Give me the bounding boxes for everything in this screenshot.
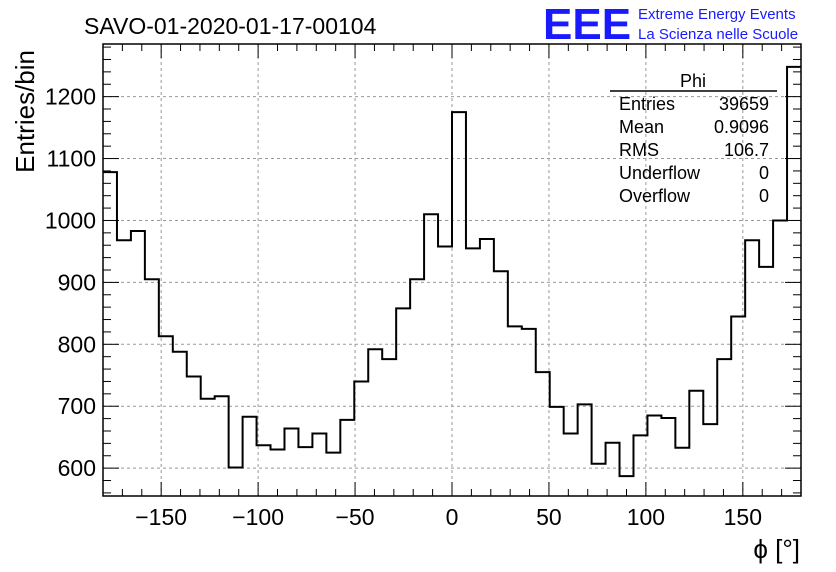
- stats-row-rms: RMS 106.7: [619, 140, 769, 160]
- y-axis-label: Entries/bin: [10, 50, 40, 173]
- x-tick-label: 50: [536, 504, 562, 530]
- stats-row-overflow: Overflow 0: [619, 186, 769, 206]
- x-tick-label: −50: [336, 504, 375, 530]
- stats-row-label: Entries: [619, 94, 675, 114]
- stats-row-underflow: Underflow 0: [619, 163, 769, 183]
- stats-row-mean: Mean 0.9096: [619, 117, 769, 137]
- x-tick-label: 0: [446, 504, 459, 530]
- y-tick-label: 1100: [47, 146, 96, 172]
- histogram-outline: [103, 65, 801, 478]
- eee-logo-mark: EEE: [543, 0, 631, 49]
- x-tick-label: 100: [627, 504, 665, 530]
- stats-row-label: RMS: [619, 140, 659, 160]
- stats-row-label: Mean: [619, 117, 664, 137]
- eee-logo-line2: La Scienza nelle Scuole: [638, 26, 798, 43]
- stats-box: Phi Entries 39659 Mean 0.9096 RMS 106.7 …: [610, 71, 777, 206]
- y-tick-label: 700: [58, 393, 96, 419]
- y-tick-label: 1200: [45, 84, 96, 110]
- stats-row-value: 106.7: [724, 140, 769, 160]
- y-tick-label: 900: [58, 269, 96, 295]
- x-tick-labels: −150 −100 −50 0 50 100 150: [135, 504, 762, 530]
- stats-box-title: Phi: [680, 71, 706, 91]
- x-tick-label: −150: [135, 504, 187, 530]
- x-axis-label: ϕ [°]: [753, 534, 800, 564]
- y-tick-label: 800: [58, 331, 96, 357]
- x-tick-label: −100: [232, 504, 284, 530]
- y-tick-label: 1000: [45, 207, 96, 233]
- chart-title: SAVO-01-2020-01-17-00104: [84, 13, 377, 39]
- axis-ticks: [103, 44, 801, 496]
- stats-row-value: 0: [759, 163, 769, 183]
- eee-logo-line1: Extreme Energy Events: [638, 6, 796, 23]
- y-tick-labels: 600 700 800 900 1000 1100 1200: [45, 84, 96, 482]
- y-tick-label: 600: [58, 455, 96, 481]
- stats-row-value: 0: [759, 186, 769, 206]
- stats-row-entries: Entries 39659: [619, 94, 769, 114]
- stats-row-label: Overflow: [619, 186, 691, 206]
- stats-row-value: 39659: [719, 94, 769, 114]
- x-tick-label: 150: [724, 504, 762, 530]
- stats-row-value: 0.9096: [714, 117, 769, 137]
- eee-logo: EEE Extreme Energy Events La Scienza nel…: [543, 0, 798, 49]
- stats-row-label: Underflow: [619, 163, 701, 183]
